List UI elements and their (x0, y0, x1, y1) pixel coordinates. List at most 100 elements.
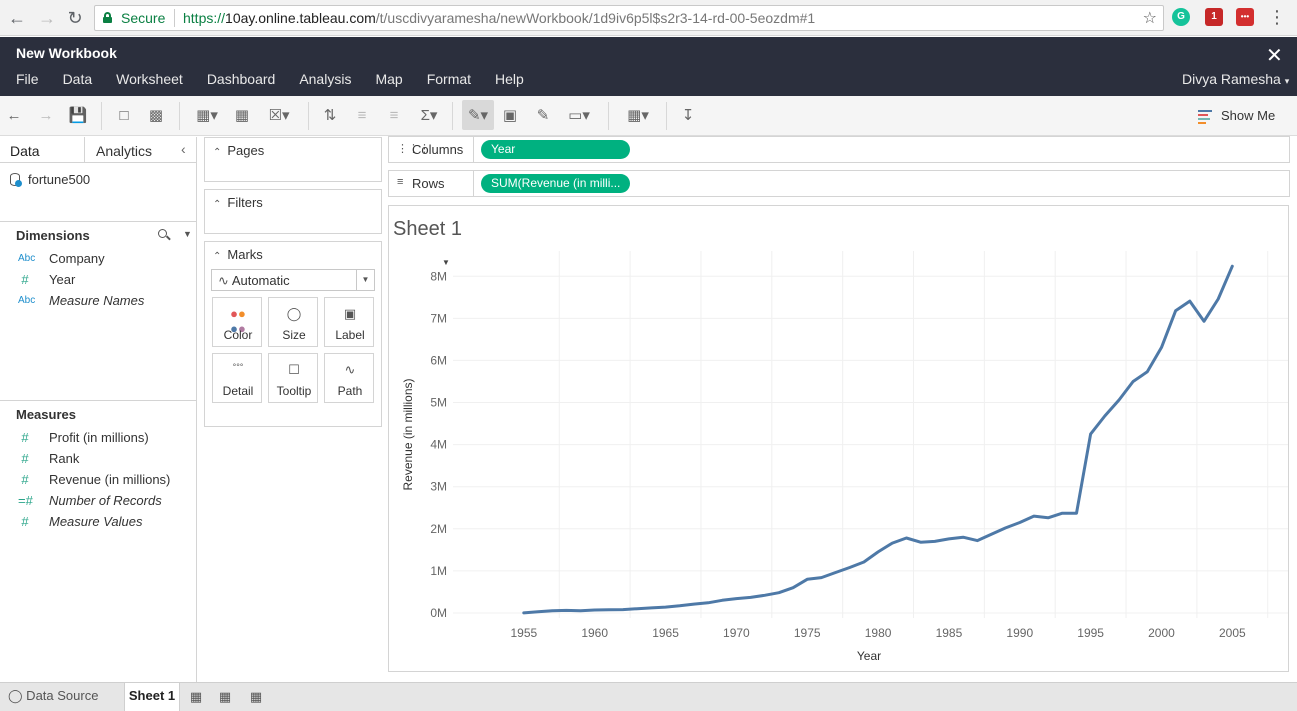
label-button[interactable]: ▣ Label (324, 297, 374, 347)
menu-help[interactable]: Help (495, 71, 524, 87)
x-tick-label: 1990 (1006, 626, 1033, 640)
back-arrow-icon[interactable]: ← (8, 8, 26, 28)
columns-pill-year[interactable]: Year (481, 140, 630, 159)
menu-dashboard[interactable]: Dashboard (206, 71, 276, 87)
lastpass-extension-icon[interactable]: ••• (1236, 8, 1254, 26)
mark-type-select[interactable]: ∿ Automatic ▼ (211, 269, 375, 291)
calculated-number-type-icon: =# (18, 493, 33, 508)
duplicate-sheet-icon[interactable]: ▦ (234, 107, 250, 124)
undo-icon[interactable]: ← (6, 107, 22, 124)
show-me-button[interactable]: Show Me (1198, 108, 1275, 124)
secure-label: Secure (121, 10, 166, 26)
tooltip-button[interactable]: ☐ Tooltip (268, 353, 318, 403)
columns-icon: ⋮⋮⋮ (397, 143, 430, 155)
y-tick-label: 3M (430, 480, 447, 494)
tableau-header: New Workbook ✕ File Data Worksheet Dashb… (0, 37, 1297, 96)
size-button[interactable]: ◯ Size (268, 297, 318, 347)
ublock-extension-icon[interactable]: 1 (1205, 8, 1223, 26)
pages-card[interactable]: ⌃ Pages (204, 137, 382, 182)
sheet-tabs-bar: ◯ Data Source Sheet 1 ▦ ▦ ▦ (0, 682, 1297, 711)
worksheet-view: Sheet 1 0M 1M 2M 3M 4M 5M 6M 7M 8M ▼ 1955 1960 1965 1… (388, 205, 1289, 672)
field-company[interactable]: Abc Company (18, 251, 105, 266)
marks-card: ⌃ Marks ∿ Automatic ▼ ●● ●● Color ◯ Size ▣… (204, 241, 382, 427)
field-number-of-records[interactable]: =# Number of Records (18, 493, 162, 508)
url-text: https://10ay.online.tableau.com/t/uscdiv… (183, 10, 816, 26)
y-tick-label: 6M (430, 353, 447, 367)
rows-shelf[interactable]: ≡ Rows SUM(Revenue (in milli... (388, 170, 1290, 197)
color-button[interactable]: ●● ●● Color (212, 297, 262, 347)
detail-button[interactable]: °°° Detail (212, 353, 262, 403)
address-bar[interactable]: Secure https://10ay.online.tableau.com/t… (94, 5, 1164, 31)
number-type-icon: # (21, 272, 29, 287)
tab-data[interactable]: Data (10, 143, 40, 159)
close-icon[interactable]: ✕ (1266, 45, 1283, 67)
field-measure-values[interactable]: # Measure Values (18, 514, 142, 529)
field-rank[interactable]: # Rank (18, 451, 79, 466)
show-mark-labels-icon[interactable]: ▣ (502, 107, 518, 124)
menu-bar: File Data Worksheet Dashboard Analysis M… (16, 71, 548, 87)
line-mark-icon: ∿ (218, 273, 229, 288)
tooltip-icon: ☐ (288, 362, 300, 377)
menu-map[interactable]: Map (375, 71, 403, 87)
pause-updates-icon[interactable]: ▩ (148, 107, 164, 124)
revenue-series-line[interactable] (522, 264, 1234, 615)
x-tick-label: 1960 (581, 626, 608, 640)
tab-sheet-1[interactable]: Sheet 1 (124, 683, 180, 711)
collapse-pane-icon[interactable]: ‹ (181, 141, 186, 157)
forward-arrow-icon[interactable]: → (38, 8, 56, 28)
string-type-icon: Abc (18, 295, 36, 306)
field-measure-names[interactable]: Abc Measure Names (18, 293, 145, 308)
show-hide-cards-icon[interactable]: ▦▾ (627, 107, 649, 124)
sort-ascending-icon[interactable]: ≡ (357, 107, 367, 124)
bookmark-star-icon[interactable]: ☆ (1142, 10, 1157, 27)
x-tick-label: 2005 (1219, 626, 1246, 640)
field-revenue[interactable]: # Revenue (in millions) (18, 472, 170, 487)
menu-format[interactable]: Format (426, 71, 472, 87)
y-tick-label: 1M (430, 564, 447, 578)
tab-data-source[interactable]: ◯ Data Source (8, 688, 99, 703)
user-menu[interactable]: Divya Ramesha ▾ (1182, 71, 1290, 87)
x-tick-label: 1995 (1077, 626, 1104, 640)
datasource-item[interactable]: fortune500 (10, 172, 90, 187)
new-datasource-icon[interactable]: □ (119, 107, 129, 124)
menu-data[interactable]: Data (62, 71, 93, 87)
new-worksheet-icon[interactable]: ▦▾ (196, 107, 218, 124)
swap-rows-columns-icon[interactable]: ⇅ (323, 107, 337, 124)
filters-card[interactable]: ⌃ Filters (204, 189, 382, 234)
line-chart[interactable]: 0M 1M 2M 3M 4M 5M 6M 7M 8M ▼ 1955 1960 1965 1970 1975 1… (389, 206, 1288, 671)
fit-icon[interactable]: ▭▾ (568, 107, 590, 124)
reload-icon[interactable]: ↻ (67, 8, 83, 28)
menu-analysis[interactable]: Analysis (299, 71, 352, 87)
save-icon[interactable]: 💾 (68, 107, 88, 124)
menu-file[interactable]: File (16, 71, 39, 87)
dimensions-menu-icon[interactable]: ▼ (183, 229, 192, 239)
new-dashboard-icon[interactable]: ▦ (218, 689, 232, 704)
totals-icon[interactable]: Σ▾ (420, 107, 438, 124)
chevron-up-icon: ⌃ (213, 251, 222, 262)
tab-analytics[interactable]: Analytics (96, 143, 153, 159)
rows-pill-revenue[interactable]: SUM(Revenue (in milli... (481, 174, 630, 193)
path-button[interactable]: ∿ Path (324, 353, 374, 403)
field-year[interactable]: # Year (18, 272, 75, 287)
download-icon[interactable]: ↧ (681, 107, 695, 124)
new-worksheet-icon[interactable]: ▦ (189, 689, 203, 704)
grammarly-extension-icon[interactable]: G (1172, 8, 1190, 26)
tableau-toolbar: ← → 💾 □ ▩ ▦▾ ▦ ☒▾ ⇅ ≡ ≡ Σ▾ ✎▾ ▣ ✎ ▭▾ ▦▾ … (0, 96, 1297, 136)
clear-sheet-icon[interactable]: ☒▾ (268, 107, 290, 124)
highlight-icon[interactable]: ✎▾ (467, 107, 489, 124)
browser-menu-icon[interactable]: ⋮ (1268, 7, 1286, 27)
search-icon[interactable] (158, 229, 171, 241)
fix-axes-icon[interactable]: ✎ (536, 107, 550, 124)
new-story-icon[interactable]: ▦ (249, 689, 263, 704)
menu-worksheet[interactable]: Worksheet (116, 71, 183, 87)
axis-sort-icon: ▼ (442, 258, 450, 267)
sort-descending-icon[interactable]: ≡ (389, 107, 399, 124)
chevron-down-icon: ▼ (356, 270, 374, 290)
columns-shelf[interactable]: ⋮⋮⋮ Columns Year (388, 136, 1290, 163)
field-profit[interactable]: # Profit (in millions) (18, 430, 148, 445)
redo-icon[interactable]: → (38, 107, 54, 124)
data-pane: Data Analytics ‹ fortune500 Dimensions ▼… (0, 137, 197, 682)
y-tick-label: 7M (430, 311, 447, 325)
x-tick-label: 1975 (794, 626, 821, 640)
